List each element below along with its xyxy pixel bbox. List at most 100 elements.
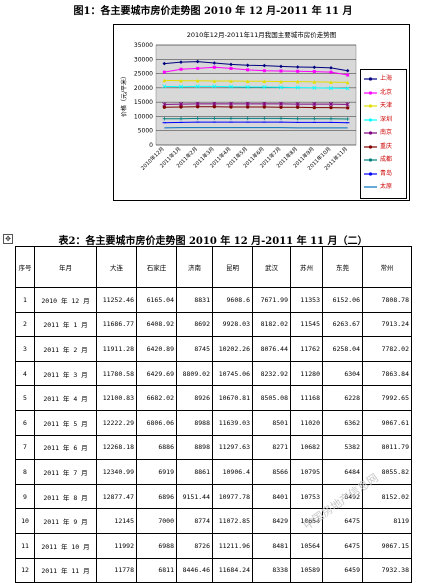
legend-swatch <box>363 103 378 109</box>
legend-label: 北京 <box>380 88 392 98</box>
legend-label: 青岛 <box>380 169 392 179</box>
series-line <box>164 122 347 123</box>
legend-label: 重庆 <box>380 142 392 152</box>
legend-label: 成都 <box>380 155 392 165</box>
header-cell: 武汉 <box>253 247 291 288</box>
chart-legend: 上海北京天津深圳南京重庆成都青岛太原 <box>360 69 407 199</box>
price-cell: 12877.47 <box>97 484 137 509</box>
price-cell: 7913.24 <box>363 312 412 337</box>
data-point <box>163 71 166 74</box>
month-cell: 2011 年 3 月 <box>35 361 97 386</box>
header-cell: 常州 <box>363 247 412 288</box>
month-cell: 2011 年 9 月 <box>35 509 97 534</box>
data-point <box>213 105 216 108</box>
price-cell: 5382 <box>323 435 363 460</box>
y-axis-label: 价格（元/平米） <box>120 73 128 117</box>
header-cell: 东莞 <box>323 247 363 288</box>
price-cell: 6152.06 <box>323 288 363 313</box>
price-cell: 6228 <box>323 386 363 411</box>
month-cell: 2011 年 8 月 <box>35 484 97 509</box>
price-cell: 11211.96 <box>213 533 253 558</box>
row-index-cell: 1 <box>16 288 35 313</box>
price-cell: 7932.38 <box>363 558 412 583</box>
legend-swatch <box>363 117 378 123</box>
chart-plot: 05000100001500020000250003000035000价格（元/… <box>114 25 359 200</box>
price-cell: 11353 <box>291 288 323 313</box>
price-cell: 8338 <box>253 558 291 583</box>
month-cell: 2011 年 1 月 <box>35 312 97 337</box>
price-cell: 11545 <box>291 312 323 337</box>
price-cell: 6988 <box>137 533 177 558</box>
price-cell: 8271 <box>253 435 291 460</box>
header-cell: 济南 <box>177 247 213 288</box>
price-cell: 11992 <box>97 533 137 558</box>
month-cell: 2011 年 5 月 <box>35 410 97 435</box>
row-index-cell: 4 <box>16 361 35 386</box>
row-index-cell: 8 <box>16 460 35 485</box>
price-cell: 8692 <box>177 312 213 337</box>
price-cell: 8745 <box>177 337 213 362</box>
price-cell: 6408.92 <box>137 312 177 337</box>
figure-title: 图1：各主要城市房价走势图 2010 年 12 月-2011 年 11 月 <box>0 2 426 17</box>
price-cell: 7992.65 <box>363 386 412 411</box>
series-line <box>164 104 347 105</box>
data-point <box>163 106 166 109</box>
price-cell: 8774 <box>177 509 213 534</box>
month-cell: 2011 年 2 月 <box>35 337 97 362</box>
price-cell: 10906.4 <box>213 460 253 485</box>
price-cell: 6886 <box>137 435 177 460</box>
price-cell: 6420.89 <box>137 337 177 362</box>
data-point <box>246 68 249 71</box>
header-cell: 年月 <box>35 247 97 288</box>
data-point <box>346 74 349 77</box>
price-cell: 8076.44 <box>253 337 291 362</box>
price-cell: 11780.58 <box>97 361 137 386</box>
plot-area <box>156 45 356 145</box>
price-cell: 7863.84 <box>363 361 412 386</box>
legend-label: 深圳 <box>380 115 392 125</box>
price-cell: 10589 <box>291 558 323 583</box>
price-cell: 10745.06 <box>213 361 253 386</box>
y-tick-label: 20000 <box>134 85 153 92</box>
legend-marker <box>369 91 372 94</box>
data-point <box>196 67 199 70</box>
price-cell: 7671.99 <box>253 288 291 313</box>
price-cell: 11778 <box>97 558 137 583</box>
legend-item: 青岛 <box>363 169 406 179</box>
legend-item: 深圳 <box>363 115 406 125</box>
row-index-cell: 6 <box>16 410 35 435</box>
price-cell: 8988 <box>177 410 213 435</box>
y-tick-label: 25000 <box>134 71 153 78</box>
data-point <box>313 106 316 109</box>
month-cell: 2011 年 7 月 <box>35 460 97 485</box>
data-point <box>296 70 299 73</box>
header-cell: 苏州 <box>291 247 323 288</box>
table-title: 表2：各主要城市房价走势图 2010 年 12 月-2011 年 11 月（二） <box>0 232 426 247</box>
price-cell: 10670.81 <box>213 386 253 411</box>
legend-label: 太原 <box>380 182 392 192</box>
price-cell: 6806.06 <box>137 410 177 435</box>
price-cell: 8401 <box>253 484 291 509</box>
price-cell: 6459 <box>323 558 363 583</box>
header-cell: 序号 <box>16 247 35 288</box>
price-cell: 8726 <box>177 533 213 558</box>
price-cell: 8011.79 <box>363 435 412 460</box>
legend-marker <box>369 104 372 107</box>
price-cell: 7808.78 <box>363 288 412 313</box>
row-index-cell: 3 <box>16 337 35 362</box>
row-index-cell: 9 <box>16 484 35 509</box>
y-tick-label: 35000 <box>134 42 153 49</box>
legend-marker <box>369 77 372 80</box>
price-cell: 11280 <box>291 361 323 386</box>
price-cell: 11020 <box>291 410 323 435</box>
price-cell: 6896 <box>137 484 177 509</box>
